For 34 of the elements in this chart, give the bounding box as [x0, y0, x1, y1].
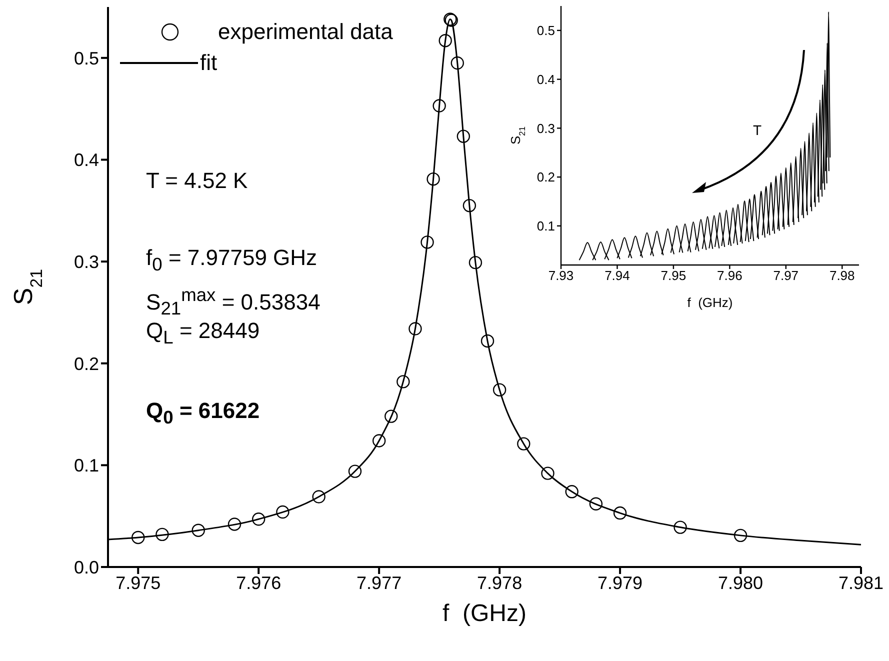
- x-tick-label: 7.96: [717, 268, 742, 284]
- legend-label: fit: [200, 50, 218, 76]
- annotation: Q$_{L}$ = 28449: [146, 318, 260, 350]
- y-tick-label: 0.1: [536, 218, 555, 234]
- y-tick-label: 0.0: [74, 557, 99, 578]
- x-tick-label: 7.93: [548, 268, 574, 284]
- annotation: T: [753, 122, 762, 138]
- annotation: Q$_{0}$ = 61622: [146, 398, 260, 430]
- y-tick-label: 0.3: [536, 120, 555, 136]
- legend-label: experimental data: [218, 18, 393, 44]
- y-tick-label: 0.2: [74, 354, 99, 374]
- x-tick-label: 7.979: [598, 572, 643, 593]
- y-tick-label: 0.4: [74, 150, 99, 170]
- x-tick-label: 7.976: [236, 572, 282, 593]
- y-tick-label: 0.3: [74, 252, 99, 272]
- x-tick-label: 7.977: [356, 572, 402, 593]
- y-tick-label: 0.4: [536, 72, 555, 87]
- x-tick-label: 7.94: [604, 268, 630, 284]
- x-tick-label: 7.95: [660, 268, 686, 284]
- x-tick-label: 7.981: [838, 572, 884, 593]
- annotation: f$_{0}$ = 7.97759 GHz: [146, 245, 318, 276]
- x-tick-label: 7.975: [116, 572, 161, 593]
- x-tick-label: 7.980: [718, 572, 764, 593]
- annotation: S$_{21}$$^{max}$ = 0.53834: [146, 284, 320, 319]
- x-tick-label: 7.98: [829, 268, 855, 284]
- y-tick-label: 0.5: [536, 23, 555, 38]
- y-tick-label: 0.2: [536, 170, 555, 185]
- y-tick-label: 0.1: [74, 456, 99, 476]
- x-tick-label: 7.97: [773, 268, 799, 284]
- x-axis-title: f (GHz): [442, 600, 526, 627]
- y-tick-label: 0.5: [74, 48, 99, 68]
- annotation: T = 4.52 K: [146, 168, 248, 194]
- x-tick-label: 7.978: [477, 572, 522, 593]
- x-axis-title: f (GHz): [687, 295, 733, 310]
